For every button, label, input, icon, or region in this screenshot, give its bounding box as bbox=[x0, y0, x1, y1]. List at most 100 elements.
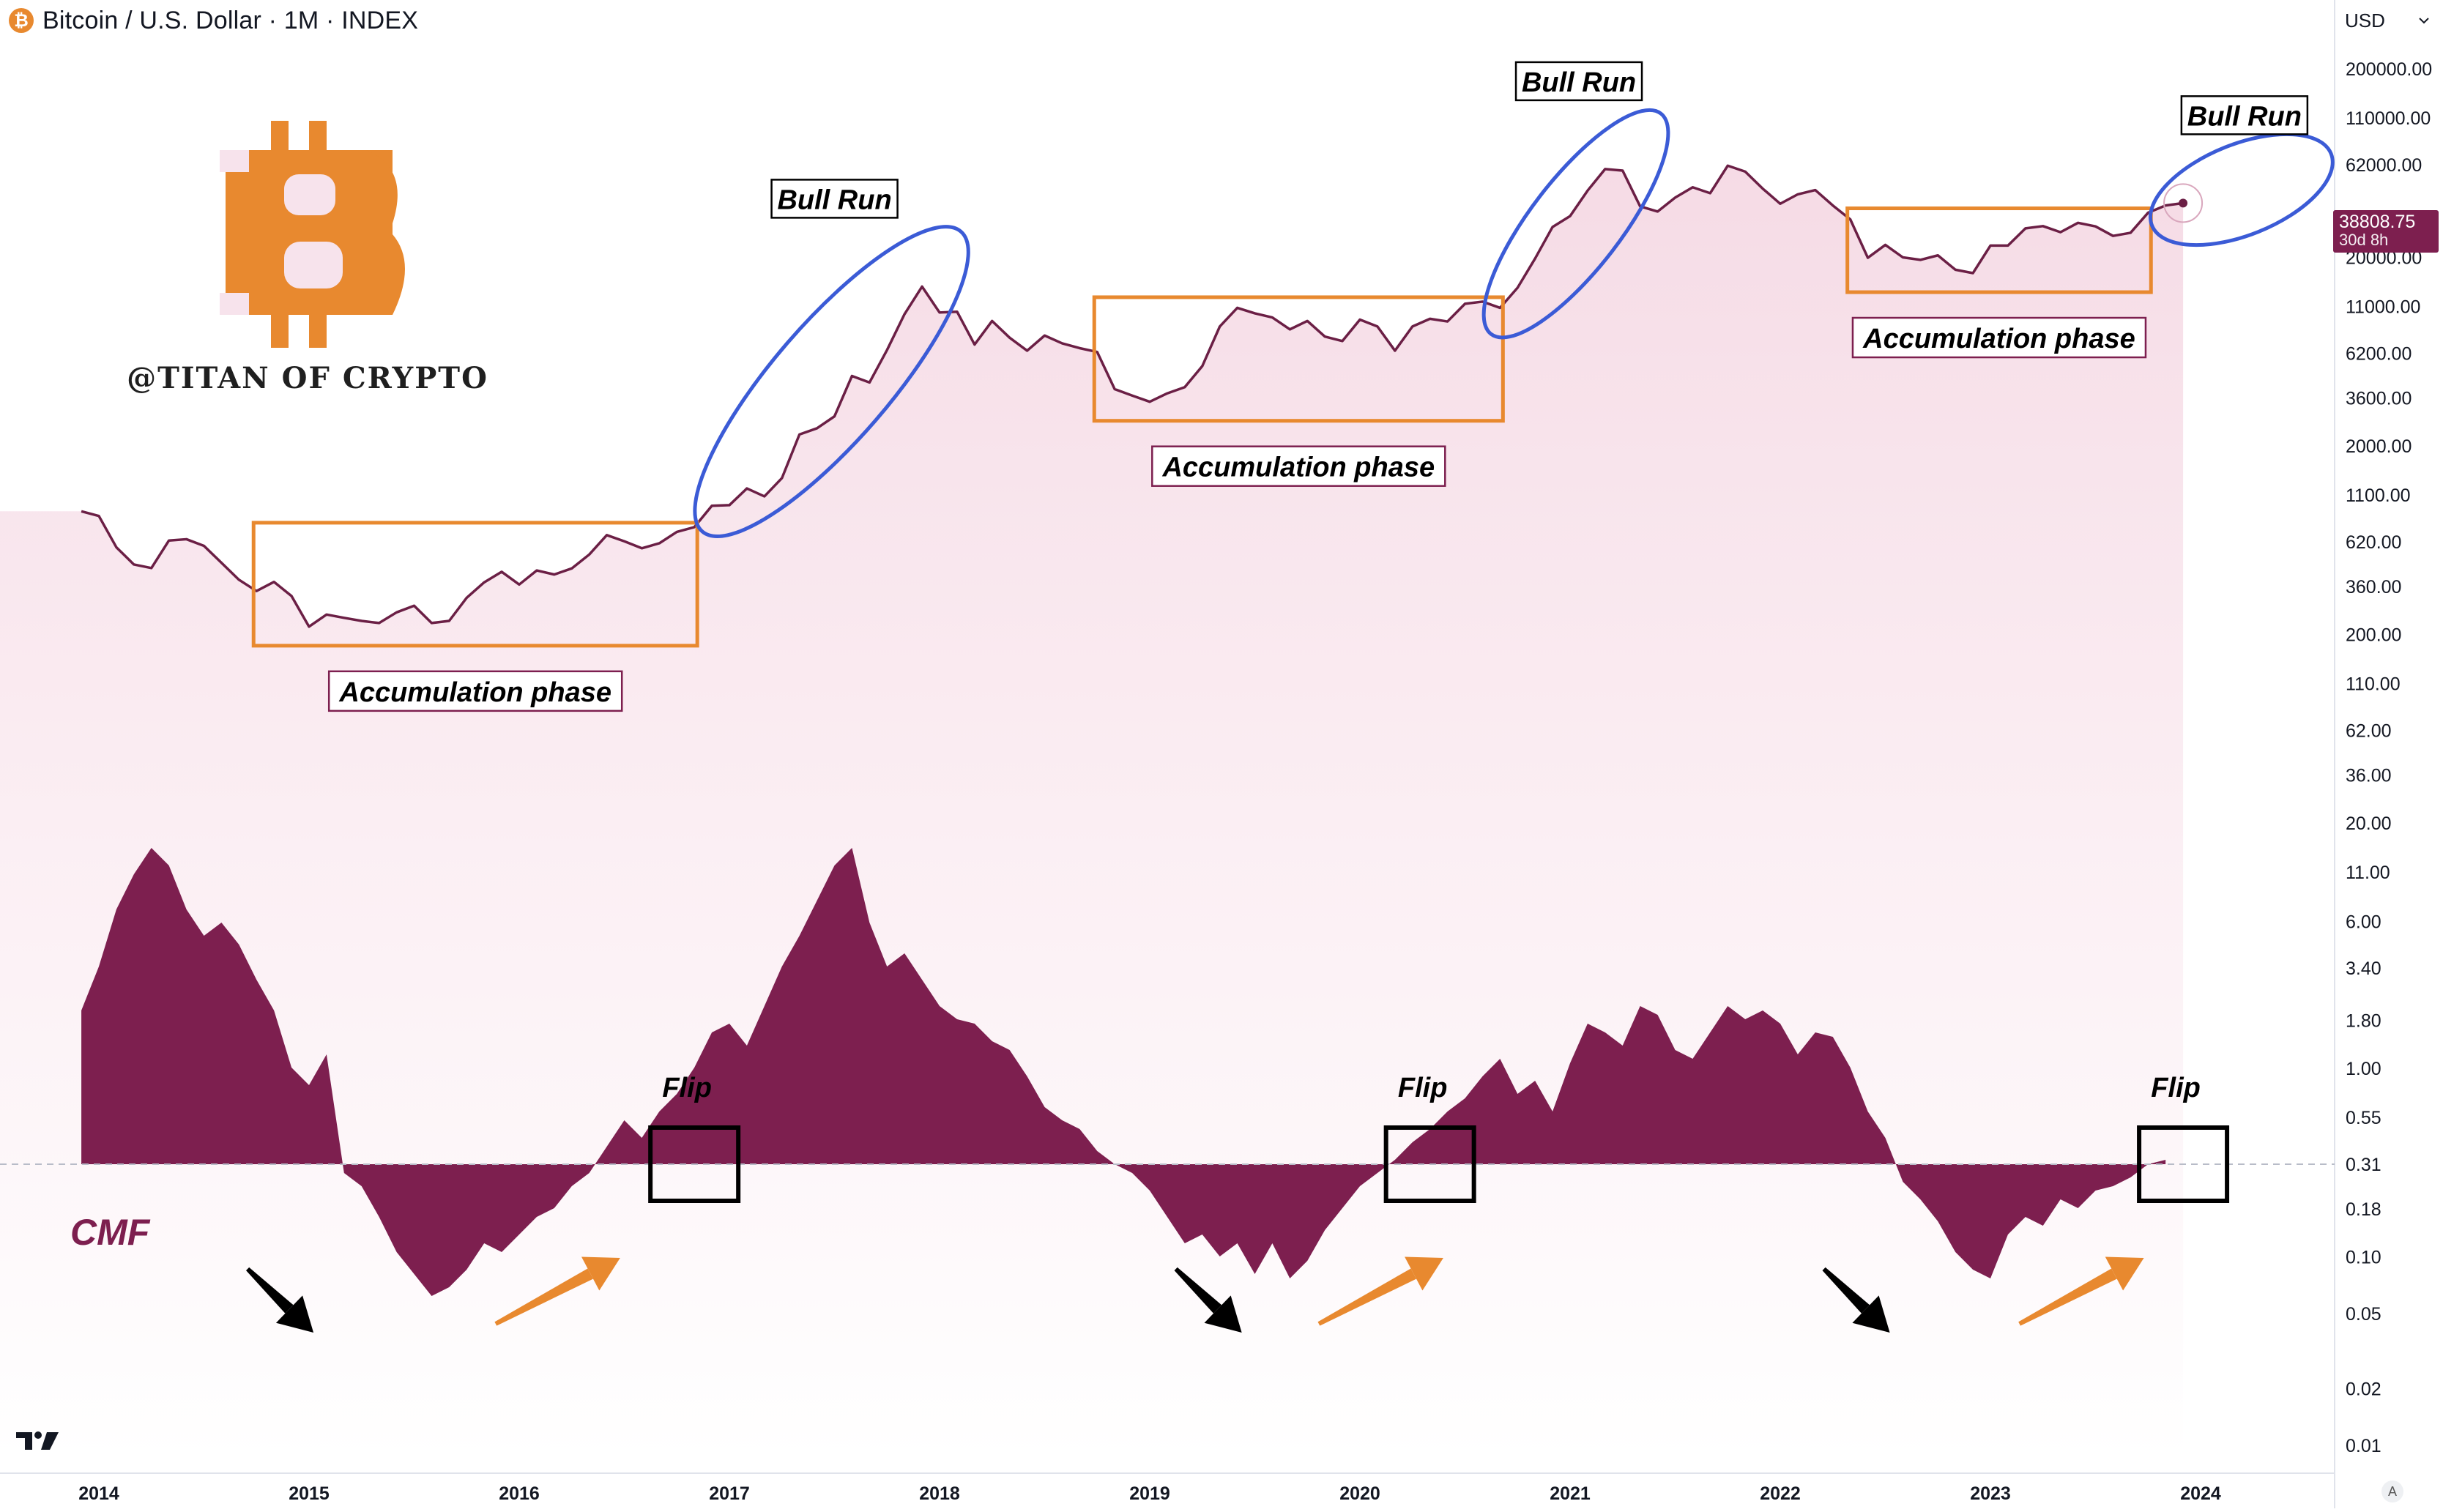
price-axis-tick-label: 6.00 bbox=[2346, 912, 2381, 933]
bitcoin-icon: ₿ bbox=[9, 8, 34, 33]
price-axis-tick-label: 11.00 bbox=[2346, 863, 2390, 883]
symbol-header[interactable]: ₿ Bitcoin / U.S. Dollar · 1M · INDEX bbox=[9, 4, 418, 37]
price-axis-tick-label: 1100.00 bbox=[2346, 485, 2411, 506]
bull-run-label: Bull Run bbox=[2187, 101, 2302, 132]
watermark-text: @TITAN OF CRYPTO bbox=[127, 361, 488, 395]
price-axis-tick-label: 0.01 bbox=[2346, 1436, 2381, 1456]
last-price-highlight bbox=[2163, 183, 2204, 223]
time-axis-tick-label: 2015 bbox=[289, 1483, 330, 1504]
bar-countdown: 30d 8h bbox=[2339, 231, 2389, 249]
bull-run-label-box bbox=[770, 179, 899, 219]
currency-selector[interactable]: USD bbox=[2338, 4, 2437, 37]
price-axis-tick-label: 62000.00 bbox=[2346, 155, 2422, 176]
arrow-head bbox=[2105, 1256, 2144, 1291]
time-axis-tick-label: 2019 bbox=[1129, 1483, 1170, 1504]
chevron-down-icon bbox=[2419, 18, 2429, 24]
price-line bbox=[81, 164, 2204, 628]
time-axis-tick-label: 2014 bbox=[78, 1483, 119, 1504]
price-axis-tick-label: 0.18 bbox=[2346, 1199, 2381, 1220]
flip-label: Flip bbox=[1398, 1073, 1448, 1103]
price-area-background bbox=[0, 165, 2184, 1458]
arrow-head bbox=[275, 1295, 314, 1333]
arrow-shaft bbox=[494, 1268, 593, 1326]
accumulation-box bbox=[251, 521, 699, 648]
price-axis-tick-label: 3600.00 bbox=[2346, 388, 2412, 409]
time-axis-tick-label: 2018 bbox=[919, 1483, 960, 1504]
arrow-shaft bbox=[245, 1267, 294, 1314]
auto-scale-button[interactable]: A bbox=[2381, 1481, 2403, 1502]
down-arrow-icon bbox=[1174, 1267, 1242, 1333]
price-axis-tick-label: 110.00 bbox=[2346, 674, 2401, 694]
price-axis-tick-label: 0.55 bbox=[2346, 1108, 2381, 1128]
price-axis-tick-label: 0.02 bbox=[2346, 1379, 2381, 1400]
time-axis-tick-label: 2023 bbox=[1970, 1483, 2011, 1504]
price-axis-tick-label: 1.80 bbox=[2346, 1010, 2381, 1031]
price-axis-tick-label: 0.31 bbox=[2346, 1155, 2381, 1175]
logo-bar-left bbox=[271, 121, 289, 348]
accumulation-box bbox=[1845, 206, 2153, 294]
annotations: Accumulation phase Accumulation phase Accu… bbox=[70, 61, 2335, 1333]
bull-run-label: Bull Run bbox=[777, 185, 891, 215]
price-axis-tick-label: 62.00 bbox=[2346, 720, 2392, 741]
time-axis-tick-label: 2021 bbox=[1550, 1483, 1591, 1504]
watermark: @TITAN OF CRYPTO bbox=[127, 121, 488, 395]
arrow-head bbox=[1204, 1295, 1242, 1333]
down-arrow-icon bbox=[245, 1267, 314, 1333]
down-arrow-icon bbox=[1822, 1267, 1890, 1333]
bull-run-label-box bbox=[1514, 61, 1643, 102]
logo-hole-top bbox=[284, 174, 335, 215]
last-price-value: 38808.75 bbox=[2339, 212, 2416, 232]
accumulation-label-box bbox=[327, 670, 623, 712]
time-axis-tick-label: 2016 bbox=[499, 1483, 540, 1504]
bull-run-label-box bbox=[2180, 95, 2309, 135]
logo-bar-right bbox=[309, 121, 327, 348]
time-axis-tick-label: 2020 bbox=[1339, 1483, 1380, 1504]
price-axis-tick-label: 200000.00 bbox=[2346, 59, 2432, 80]
price-axis-tick-label: 620.00 bbox=[2346, 532, 2401, 553]
logo-notch-bottom bbox=[220, 293, 249, 315]
accumulation-label: Accumulation phase bbox=[338, 677, 611, 708]
price-area-fill bbox=[0, 165, 2184, 1458]
flip-label: Flip bbox=[2151, 1073, 2201, 1103]
bull-run-ellipse bbox=[1481, 108, 1670, 340]
price-axis-tick-label: 0.05 bbox=[2346, 1304, 2381, 1325]
flip-label: Flip bbox=[662, 1073, 712, 1103]
price-axis-tick-label: 0.10 bbox=[2346, 1248, 2381, 1268]
price-axis-tick-label: 2000.00 bbox=[2346, 436, 2412, 457]
price-axis-tick-label: 1.00 bbox=[2346, 1059, 2381, 1079]
arrow-shaft bbox=[1174, 1267, 1222, 1314]
flip-box bbox=[648, 1125, 741, 1203]
bull-run-label: Bull Run bbox=[1522, 67, 1636, 98]
cmf-series bbox=[81, 848, 2166, 1296]
time-axis-tick-label: 2017 bbox=[709, 1483, 750, 1504]
axes: 200000.00110000.0062000.0020000.0011000.… bbox=[78, 59, 2432, 1504]
logo-notch-top bbox=[220, 150, 249, 172]
time-axis-tick-label: 2024 bbox=[2180, 1483, 2221, 1504]
up-arrow-icon bbox=[2018, 1256, 2144, 1326]
price-axis-tick-label: 36.00 bbox=[2346, 765, 2392, 786]
logo-hole-bottom bbox=[284, 242, 343, 288]
price-axis-tick-label: 200.00 bbox=[2346, 625, 2401, 646]
accumulation-label-box bbox=[1851, 316, 2147, 359]
price-series bbox=[81, 164, 2184, 628]
cmf-area bbox=[0, 848, 2335, 1296]
accumulation-box bbox=[1092, 295, 1505, 423]
price-axis-tick-label: 20.00 bbox=[2346, 813, 2392, 834]
tradingview-logo-icon[interactable] bbox=[15, 1426, 62, 1456]
price-axis-tick-label: 110000.00 bbox=[2346, 108, 2431, 129]
flip-box bbox=[1383, 1125, 1476, 1203]
symbol-title: Bitcoin / U.S. Dollar · 1M · INDEX bbox=[42, 6, 419, 34]
price-axis-tick-label: 360.00 bbox=[2346, 577, 2401, 597]
bull-run-ellipse bbox=[2148, 132, 2335, 247]
logo-curve bbox=[366, 150, 405, 315]
arrow-shaft bbox=[1317, 1268, 1417, 1326]
currency-label: USD bbox=[2345, 9, 2385, 31]
cmf-label: CMF bbox=[70, 1212, 151, 1253]
last-price-dot bbox=[2179, 198, 2188, 208]
arrow-shaft bbox=[2018, 1268, 2117, 1326]
price-axis-tick-label: 11000.00 bbox=[2346, 297, 2420, 317]
accumulation-label-box bbox=[1151, 445, 1446, 487]
arrow-shaft bbox=[1822, 1267, 1870, 1314]
